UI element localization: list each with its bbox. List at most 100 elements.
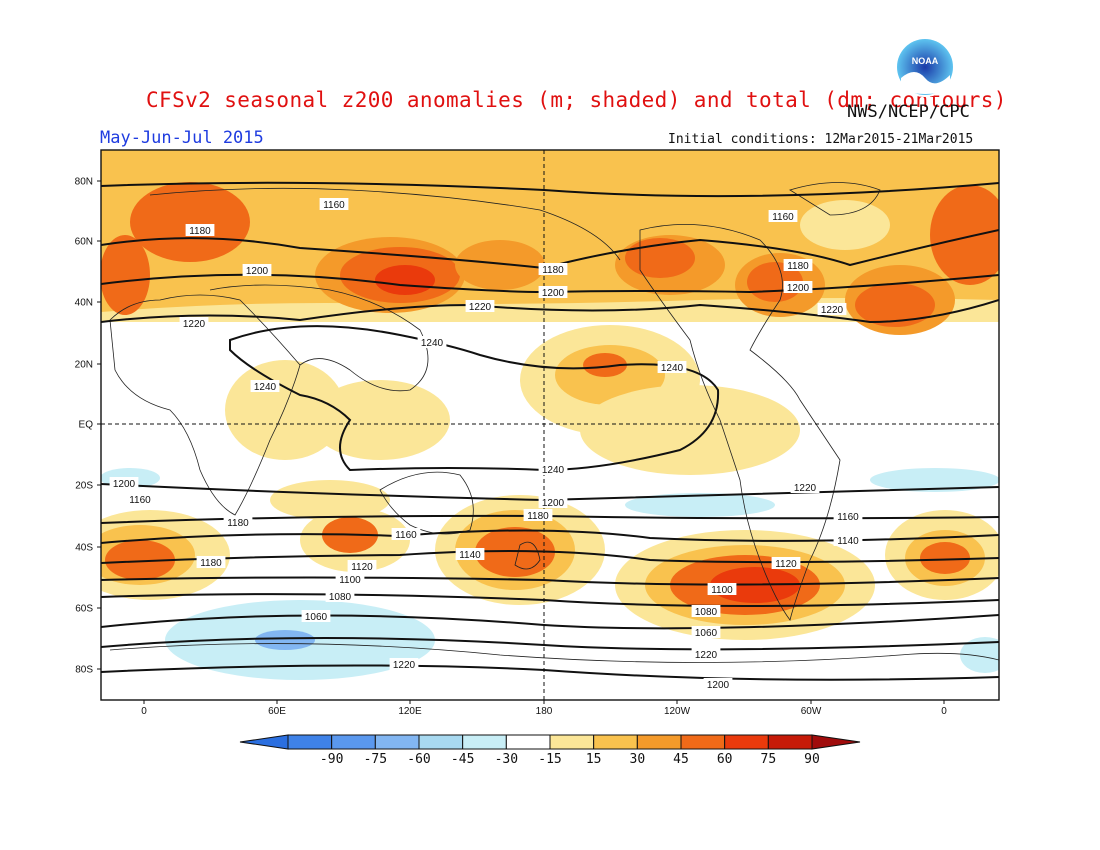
- contour-label: 1220: [821, 305, 844, 316]
- contour-label-bg: [703, 678, 733, 690]
- legend-swatch: [767, 734, 813, 750]
- contour-label-bg: [833, 534, 863, 546]
- lat-label: 40N: [75, 298, 93, 309]
- color-legend: -90 -75 -60 -45 -30 -15 15 30 45 60 75 90: [239, 734, 861, 767]
- legend-label: -90: [320, 752, 343, 767]
- contour-label: 1140: [837, 536, 859, 547]
- legend-label: 30: [630, 752, 646, 767]
- contour-label-bg: [125, 493, 155, 505]
- legend-label: -75: [364, 752, 387, 767]
- legend-swatch: [374, 734, 420, 750]
- contour-label-bg: [325, 590, 355, 602]
- contour-label-bg: [768, 210, 798, 222]
- legend-swatch: [462, 734, 507, 750]
- contour-label: 1160: [129, 495, 151, 506]
- agency-label: NWS/NCEP/CPC: [847, 102, 970, 122]
- contour-label: 1240: [542, 465, 565, 476]
- contour-label-bg: [833, 510, 863, 522]
- contour-label: 1180: [200, 558, 222, 569]
- contour-label-bg: [417, 336, 447, 348]
- legend-swatch: [636, 734, 682, 750]
- contour-label: 1220: [183, 319, 206, 330]
- contour-label-bg: [657, 361, 687, 373]
- contour-label: 1200: [113, 479, 136, 490]
- contour-label-bg: [783, 281, 813, 293]
- contour-label-bg: [707, 583, 737, 595]
- legend-swatch: [549, 734, 595, 750]
- contour-label-bg: [691, 605, 721, 617]
- contour-label: 1100: [711, 585, 733, 596]
- lat-label: EQ: [79, 420, 94, 431]
- lat-label: 60N: [75, 237, 93, 248]
- contour-label: 1140: [459, 550, 481, 561]
- lon-label: 120E: [398, 706, 422, 717]
- contour-label: 1240: [421, 338, 444, 349]
- contour-label-bg: [391, 528, 421, 540]
- contour-label-bg: [817, 303, 847, 315]
- contour-label: 1180: [227, 518, 249, 529]
- contour-label-bg: [196, 556, 226, 568]
- initial-conditions-label: Initial conditions: 12Mar2015-21Mar2015: [668, 132, 974, 147]
- contour-label-bg: [538, 263, 568, 275]
- contour-label: 1120: [351, 562, 373, 573]
- lat-label: 60S: [75, 604, 93, 615]
- contour-label-bg: [179, 317, 209, 329]
- legend-swatch: [680, 734, 726, 750]
- legend-label: 90: [804, 752, 820, 767]
- contour-label: 1200: [542, 288, 565, 299]
- contour-label-bg: [771, 557, 801, 569]
- contour-label-bg: [691, 648, 721, 660]
- contour-label: 1200: [787, 283, 810, 294]
- contour-label-bg: [347, 560, 377, 572]
- contour-label: 1220: [469, 302, 492, 313]
- contour-label: 1200: [246, 266, 269, 277]
- contour-label-bg: [109, 477, 139, 489]
- lat-label: 80N: [75, 177, 93, 188]
- legend-swatch: [287, 734, 333, 750]
- contour-label-bg: [389, 658, 419, 670]
- axis-labels: 80N 60N 40N 20N EQ 20S 40S 60S 80S 0 60E 120E 180 12…: [75, 177, 948, 718]
- legend-label: 45: [673, 752, 689, 767]
- chart-title: CFSv2 seasonal z200 anomalies (m; shaded…: [146, 88, 1007, 112]
- contour-label-bg: [465, 300, 495, 312]
- legend-arrow-high: [811, 734, 861, 750]
- legend-swatch: [418, 734, 464, 750]
- contour-label: 1200: [707, 680, 730, 691]
- contour-label: 1220: [393, 660, 416, 671]
- map-frame: [100, 149, 1000, 701]
- lon-label: 0: [141, 706, 147, 717]
- legend-label: 75: [761, 752, 777, 767]
- contour-label: 1080: [329, 592, 352, 603]
- lon-label: 60E: [268, 706, 286, 717]
- noaa-logo-text: NOAA: [912, 56, 939, 66]
- legend-swatch: [724, 734, 769, 750]
- legend-swatch: [505, 734, 551, 750]
- contour-label: 1240: [254, 382, 277, 393]
- legend-label: 15: [586, 752, 602, 767]
- contour-label: 1160: [323, 200, 345, 211]
- contour-label-bg: [783, 259, 813, 271]
- legend-label: -15: [538, 752, 561, 767]
- lat-label: 20N: [75, 360, 93, 371]
- contour-label: 1240: [661, 363, 684, 374]
- contour-label: 1160: [772, 212, 794, 223]
- legend-label: -45: [451, 752, 474, 767]
- legend-arrow-low: [239, 734, 289, 750]
- contour-label: 1220: [794, 483, 817, 494]
- contour-label: 1060: [695, 628, 718, 639]
- legend-label: 60: [717, 752, 733, 767]
- contour-label: 1060: [305, 612, 328, 623]
- contour-label: 1180: [527, 511, 549, 522]
- contour-label: 1160: [395, 530, 417, 541]
- contour-label-bg: [538, 496, 568, 508]
- season-label: May-Jun-Jul 2015: [100, 128, 264, 148]
- contour-label-bg: [523, 509, 553, 521]
- contour-label: 1160: [837, 512, 859, 523]
- contour-label-bg: [319, 198, 349, 210]
- legend-label: -60: [407, 752, 430, 767]
- anomaly-shading: [101, 150, 999, 700]
- lat-label: 80S: [75, 665, 93, 676]
- contour-label-bg: [538, 286, 568, 298]
- lon-label: 0: [941, 706, 947, 717]
- legend-swatch: [593, 734, 638, 750]
